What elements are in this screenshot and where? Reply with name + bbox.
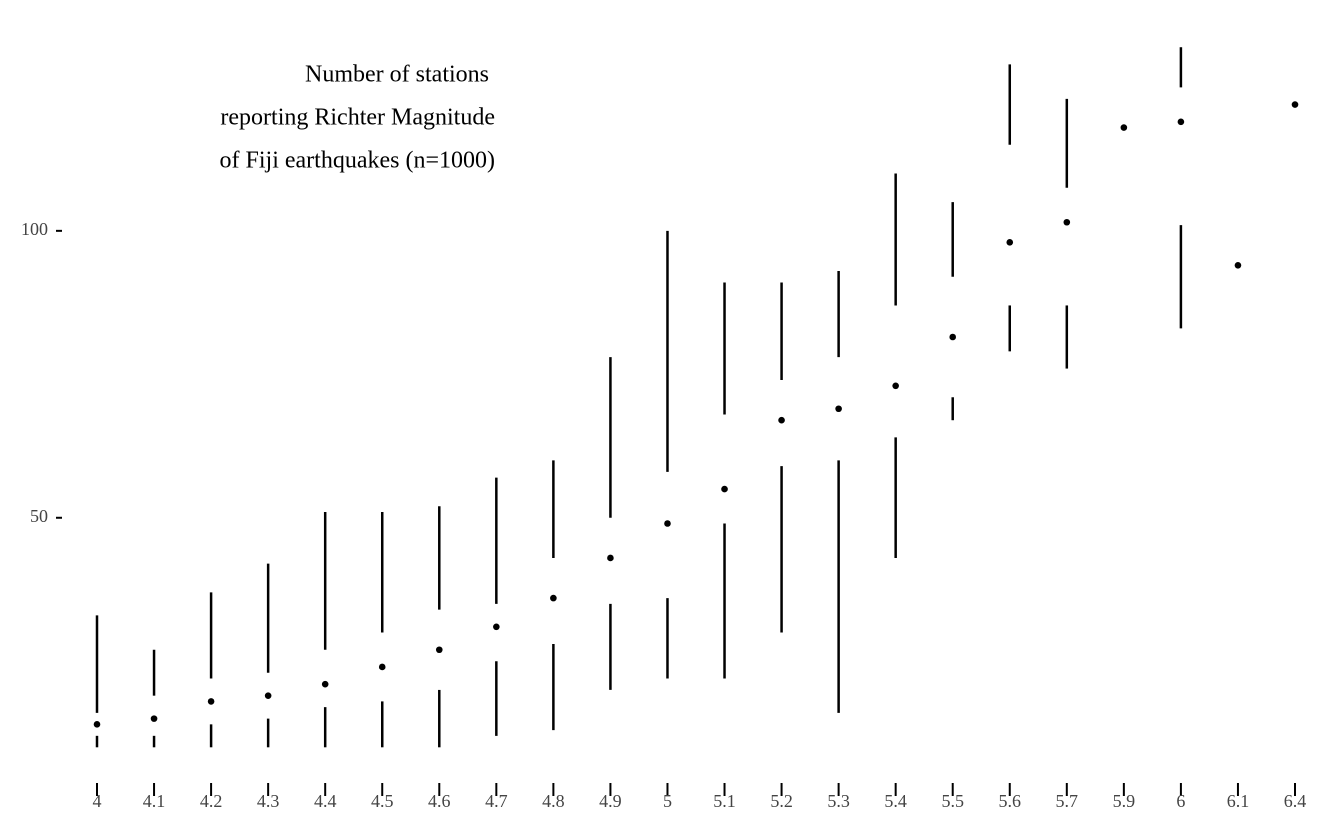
- x-tick-label: 6.1: [1227, 791, 1250, 811]
- x-tick-label: 4.7: [485, 791, 508, 811]
- x-tick-label: 6.4: [1284, 791, 1307, 811]
- median-dot: [664, 520, 671, 527]
- median-dot: [949, 333, 957, 341]
- y-tick-label: 100: [21, 219, 48, 239]
- x-tick-label: 4.5: [371, 791, 394, 811]
- x-tick-label: 5.5: [941, 791, 964, 811]
- median-dot: [378, 663, 386, 671]
- chart-title: of Fiji earthquakes (n=1000): [220, 148, 495, 174]
- x-tick-label: 4.4: [314, 791, 337, 811]
- x-tick-label: 6: [1176, 791, 1185, 811]
- median-dot: [1291, 101, 1299, 108]
- median-dot: [607, 554, 614, 562]
- x-tick-label: 4.2: [200, 791, 223, 811]
- median-dot: [892, 382, 899, 390]
- median-dot: [150, 715, 158, 722]
- x-tick-label: 4.3: [257, 791, 280, 811]
- x-tick-label: 4: [93, 791, 102, 811]
- x-tick-label: 5.4: [884, 791, 907, 811]
- chart-title: Number of stations: [305, 62, 489, 88]
- x-tick-label: 4.8: [542, 791, 565, 811]
- median-dot: [550, 594, 557, 602]
- y-tick-label: 50: [30, 506, 48, 526]
- x-tick-label: 5.9: [1113, 791, 1136, 811]
- x-tick-label: 5.7: [1056, 791, 1079, 811]
- x-tick-label: 5.2: [770, 791, 793, 811]
- x-tick-label: 5.1: [713, 791, 736, 811]
- median-dot: [93, 721, 101, 728]
- median-dot: [1063, 218, 1071, 226]
- median-dot: [1006, 239, 1014, 246]
- median-dot: [1177, 118, 1185, 126]
- x-tick-label: 4.1: [143, 791, 166, 811]
- median-dot: [1120, 124, 1128, 131]
- x-tick-label: 5: [663, 791, 672, 811]
- chart-title: reporting Richter Magnitude: [220, 105, 495, 131]
- median-dot: [721, 485, 728, 493]
- median-dot: [1234, 261, 1242, 269]
- median-dot: [493, 623, 500, 631]
- median-dot: [264, 692, 272, 699]
- x-tick-label: 5.6: [999, 791, 1022, 811]
- x-tick-label: 5.3: [827, 791, 850, 811]
- median-dot: [321, 680, 329, 688]
- median-dot: [778, 416, 785, 424]
- median-dot: [835, 405, 842, 413]
- x-tick-label: 4.6: [428, 791, 451, 811]
- x-tick-label: 4.9: [599, 791, 622, 811]
- median-dot: [435, 646, 443, 654]
- median-dot: [207, 698, 215, 705]
